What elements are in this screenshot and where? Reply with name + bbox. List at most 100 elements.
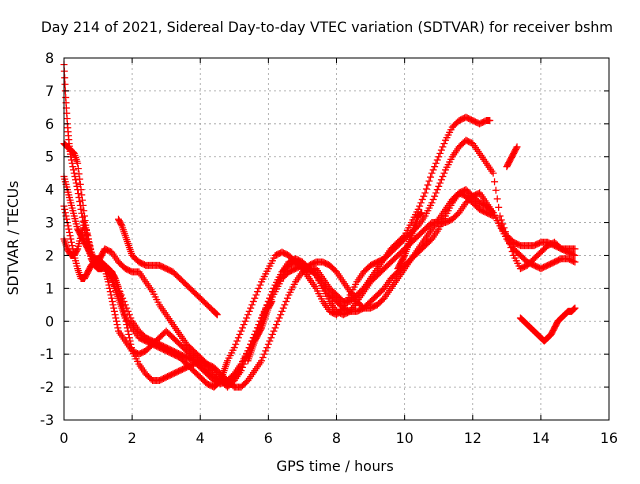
data-point <box>431 163 439 171</box>
data-point <box>67 156 75 164</box>
data-point <box>570 305 578 313</box>
data-point <box>240 321 248 329</box>
data-point <box>72 176 80 184</box>
data-point <box>118 298 126 306</box>
data-point <box>230 344 238 352</box>
data-point <box>492 186 500 194</box>
y-tick-label: 2 <box>45 248 54 264</box>
data-series-9 <box>503 143 521 171</box>
data-point <box>76 180 84 188</box>
data-point <box>70 169 78 177</box>
y-tick-label: -3 <box>40 413 54 429</box>
data-point <box>80 212 88 220</box>
data-point <box>282 298 290 306</box>
data-point <box>495 203 503 211</box>
data-point <box>125 334 133 342</box>
data-point <box>247 304 255 312</box>
data-point <box>571 251 579 259</box>
y-tick-label: 1 <box>45 281 54 297</box>
data-point <box>437 176 445 184</box>
data-point <box>491 178 499 186</box>
data-point <box>74 159 82 167</box>
data-point <box>439 143 447 151</box>
data-point <box>278 307 286 315</box>
data-point <box>414 205 422 213</box>
data-point <box>61 205 69 213</box>
data-point <box>255 284 263 292</box>
data-point <box>571 304 579 312</box>
data-point <box>571 245 579 253</box>
data-point <box>270 327 278 335</box>
data-series-5 <box>60 189 497 391</box>
data-point <box>486 117 494 125</box>
data-point <box>432 189 440 197</box>
data-point <box>85 235 93 243</box>
data-point <box>428 169 436 177</box>
x-tick-label: 12 <box>464 431 482 447</box>
data-point <box>263 344 271 352</box>
data-point <box>277 311 285 319</box>
data-point <box>122 317 130 325</box>
data-point <box>238 324 246 332</box>
data-point <box>72 179 80 187</box>
data-point <box>257 325 265 333</box>
data-point <box>110 273 118 281</box>
data-point <box>75 170 83 178</box>
data-point <box>436 179 444 187</box>
data-point <box>248 301 256 309</box>
data-point <box>67 235 75 243</box>
data-point <box>108 294 116 302</box>
data-point <box>86 242 94 250</box>
data-point <box>262 347 270 355</box>
data-point <box>70 166 78 174</box>
data-point <box>73 246 81 254</box>
data-point <box>283 294 291 302</box>
data-series-8 <box>394 209 426 273</box>
y-axis-label: SDTVAR / TECUs <box>6 181 22 296</box>
data-point <box>416 210 424 218</box>
y-tick-label: -1 <box>40 347 54 363</box>
data-point <box>245 307 253 315</box>
data-point <box>251 294 259 302</box>
data-point <box>105 281 113 289</box>
data-point <box>66 232 74 240</box>
data-point <box>425 177 433 185</box>
data-point <box>274 317 282 325</box>
data-point <box>124 327 132 335</box>
data-point <box>74 165 82 173</box>
data-point <box>417 209 425 217</box>
y-tick-label: 6 <box>45 117 54 133</box>
data-point <box>273 321 281 329</box>
data-point <box>421 189 429 197</box>
data-point <box>435 153 443 161</box>
data-point <box>113 321 121 329</box>
data-point <box>67 238 75 246</box>
data-point <box>212 309 220 317</box>
data-point <box>422 185 430 193</box>
data-point <box>489 212 497 220</box>
y-tick-label: 8 <box>45 51 54 67</box>
data-point <box>76 175 84 183</box>
y-tick-label: 7 <box>45 84 54 100</box>
x-tick-label: 10 <box>396 431 414 447</box>
data-point <box>436 149 444 157</box>
data-point <box>123 324 131 332</box>
y-tick-label: 3 <box>45 216 54 232</box>
data-point <box>418 196 426 204</box>
data-point <box>121 311 129 319</box>
data-point <box>232 340 240 348</box>
data-point <box>431 192 439 200</box>
data-point <box>110 304 118 312</box>
data-point <box>71 172 79 180</box>
data-point <box>437 146 445 154</box>
data-series-7 <box>244 298 276 365</box>
x-tick-label: 8 <box>332 431 341 447</box>
x-tick-label: 14 <box>532 431 550 447</box>
data-point <box>120 307 128 315</box>
y-tick-label: 0 <box>45 314 54 330</box>
data-point <box>61 80 69 88</box>
data-point <box>281 301 289 309</box>
data-point <box>439 172 447 180</box>
data-point <box>108 298 116 306</box>
